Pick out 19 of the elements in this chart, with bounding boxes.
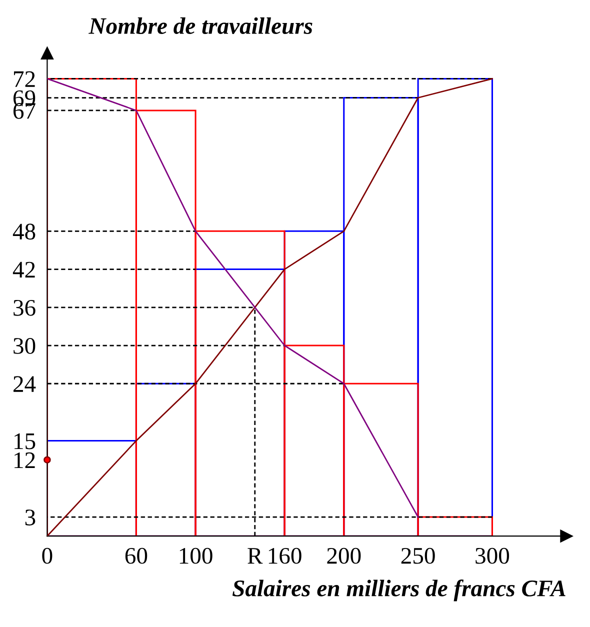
x-tick-label: 250 <box>401 548 435 564</box>
y-tick-label: 36 <box>14 300 36 316</box>
y-tick-label: 72 <box>14 71 35 87</box>
y-tick-label: 24 <box>14 376 36 392</box>
y-tick-label: 48 <box>12 224 36 240</box>
y-tick-label: 15 <box>14 433 36 450</box>
x-axis-title: Salaires en milliers de francs CFA <box>232 580 566 602</box>
y-tick-label: 42 <box>12 262 35 278</box>
x-tick-label: 160 <box>268 548 302 564</box>
x-tick-label: 60 <box>125 548 148 564</box>
y-tick-label: 30 <box>14 338 36 354</box>
x-tick-label: 300 <box>476 548 510 564</box>
x-tick-label: 100 <box>180 548 212 564</box>
x-tick-label: R <box>248 548 263 564</box>
y-tick-label: 3 <box>25 510 36 526</box>
y-tick-label: 12 <box>14 452 35 468</box>
x-tick-label: 0 <box>42 548 52 564</box>
x-tick-label: 200 <box>327 548 361 564</box>
y-axis-title: Nombre de travailleurs <box>88 17 312 34</box>
